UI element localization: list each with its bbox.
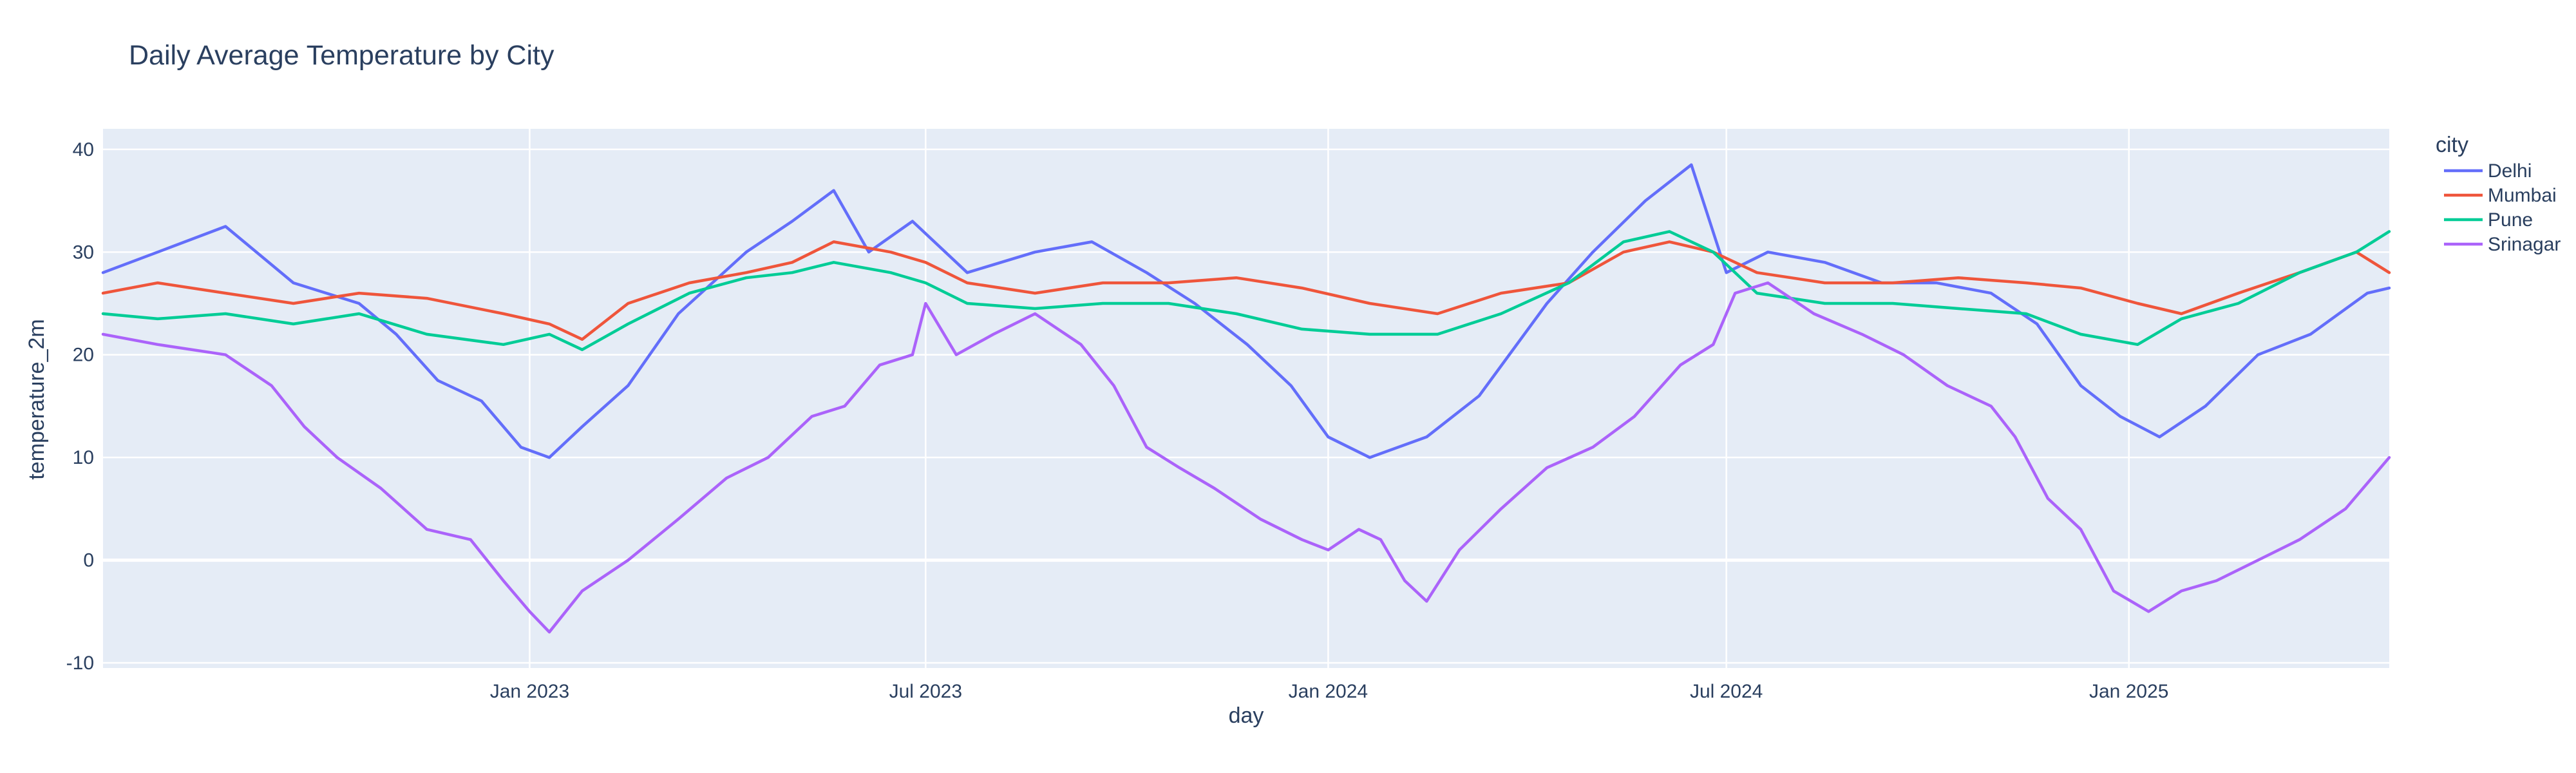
series-line-pune bbox=[101, 230, 2391, 352]
y-axis-title: temperature_2m bbox=[24, 319, 49, 479]
legend-label: Delhi bbox=[2488, 160, 2532, 182]
x-tick-label: Jan 2024 bbox=[1289, 681, 1368, 702]
chart-title: Daily Average Temperature by City bbox=[129, 40, 554, 71]
series-line-srinagar bbox=[101, 281, 2391, 634]
x-axis-ticks: Jan 2023 Jul 2023 Jan 2024 Jul 2024 Jan 2025 bbox=[490, 681, 2169, 702]
series-lines bbox=[101, 163, 2391, 634]
x-tick-label: Jan 2025 bbox=[2089, 681, 2168, 702]
legend-item-pune[interactable]: Pune bbox=[2444, 209, 2533, 231]
y-tick-label: 10 bbox=[73, 447, 94, 468]
x-tick-label: Jul 2023 bbox=[889, 681, 962, 702]
legend-title: city bbox=[2436, 133, 2468, 157]
x-axis-title: day bbox=[1229, 703, 1264, 728]
y-tick-label: 0 bbox=[83, 550, 94, 571]
legend-item-mumbai[interactable]: Mumbai bbox=[2444, 185, 2557, 206]
legend-label: Pune bbox=[2488, 209, 2533, 231]
x-tick-label: Jul 2024 bbox=[1690, 681, 1763, 702]
y-tick-label: 30 bbox=[73, 242, 94, 263]
legend-item-delhi[interactable]: Delhi bbox=[2444, 160, 2532, 182]
legend: Delhi Mumbai Pune Srinagar bbox=[2444, 160, 2561, 255]
series-line-delhi bbox=[101, 163, 2391, 459]
y-tick-label: 40 bbox=[73, 139, 94, 160]
y-tick-label: 20 bbox=[73, 345, 94, 366]
grid-lines bbox=[103, 129, 2389, 668]
legend-label: Srinagar bbox=[2488, 234, 2561, 255]
y-tick-label: -10 bbox=[66, 653, 94, 674]
plot-area bbox=[103, 129, 2389, 668]
series-line-mumbai bbox=[101, 240, 2391, 341]
y-axis-ticks: -10 0 10 20 30 40 bbox=[66, 139, 94, 674]
x-tick-label: Jan 2023 bbox=[490, 681, 569, 702]
legend-label: Mumbai bbox=[2488, 185, 2557, 206]
legend-item-srinagar[interactable]: Srinagar bbox=[2444, 234, 2561, 255]
